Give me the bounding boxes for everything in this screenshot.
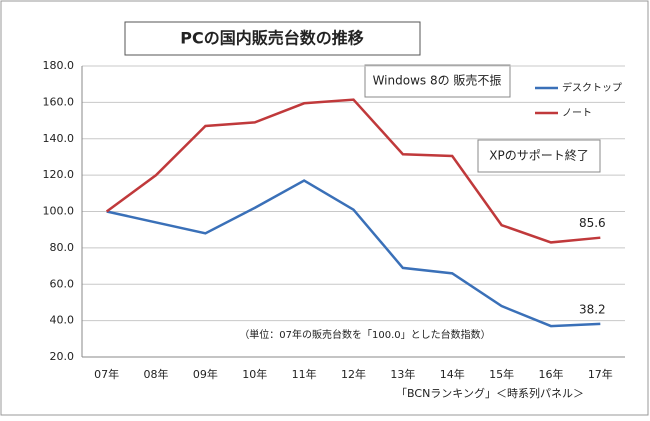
- x-tick-label: 08年: [144, 367, 169, 381]
- line: [105, 98, 601, 244]
- y-tick-label: 140.0: [43, 132, 75, 145]
- chart-title: PCの国内販売台数の推移: [180, 29, 363, 48]
- legend-label: ノート: [562, 108, 592, 119]
- x-tick-label: 12年: [341, 367, 366, 381]
- y-tick-label: 180.0: [43, 59, 75, 72]
- legend-label: デスクトップ: [562, 81, 622, 94]
- x-tick-label: 17年: [588, 367, 613, 381]
- x-tick-label: 15年: [489, 367, 514, 381]
- y-tick-label: 120.0: [43, 168, 75, 181]
- x-tick-label: 13年: [390, 367, 415, 381]
- annotation: Windows 8の 販売不振: [373, 73, 502, 88]
- data-label: 38.2: [579, 302, 606, 316]
- data-label: 85.6: [579, 216, 606, 230]
- annotation-box: [364, 64, 511, 98]
- x-tick-label: 14年: [440, 367, 465, 381]
- y-tick-label: 60.0: [50, 277, 75, 290]
- y-tick-label: 20.0: [50, 350, 75, 363]
- y-tick-label: 40.0: [50, 314, 75, 327]
- x-tick-label: 11年: [292, 367, 317, 381]
- x-tick-label: 16年: [538, 367, 563, 381]
- line: [106, 179, 601, 328]
- y-tick-label: 80.0: [50, 241, 75, 254]
- annotation-box: [477, 139, 601, 173]
- x-tick-label: 10年: [242, 367, 267, 381]
- annotation: （単位：07年の販売台数を「100.0」とした台数指数）: [239, 328, 490, 341]
- annotation: XPのサポート終了: [489, 148, 588, 163]
- title-box: [124, 21, 421, 56]
- x-tick-label: 09年: [193, 367, 218, 381]
- source: 「BCNランキング」＜時系列パネル＞: [396, 386, 584, 400]
- y-tick-label: 160.0: [43, 95, 75, 108]
- x-tick-label: 07年: [94, 367, 119, 381]
- y-tick-label: 100.0: [43, 205, 75, 218]
